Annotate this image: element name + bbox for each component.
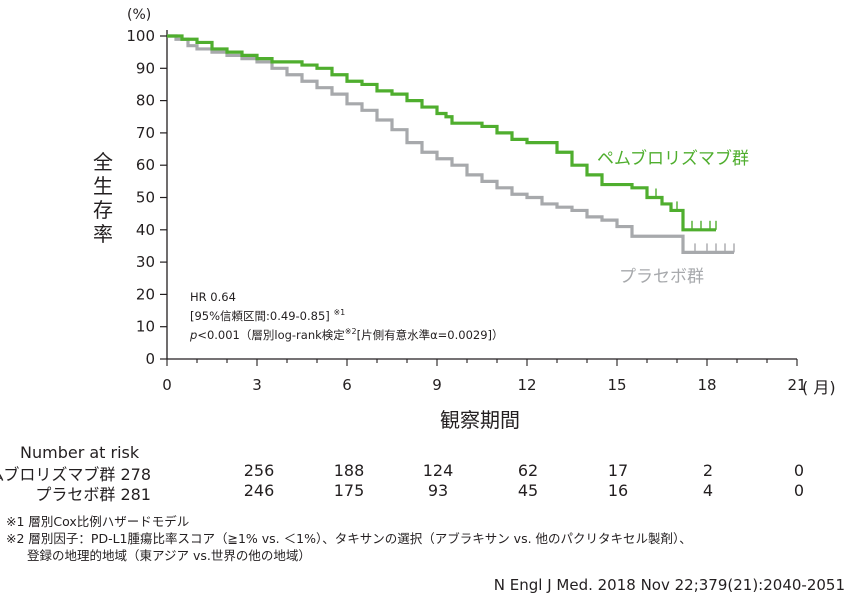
curve-placebo (167, 34, 734, 255)
x-tick-label: 18 (697, 376, 716, 394)
y-tick-label: 10 (136, 318, 155, 336)
risk-row-label: プラセボ群 281 (35, 485, 151, 504)
risk-cell: 0 (793, 481, 805, 500)
y-tick-label: 30 (136, 253, 155, 271)
y-tick-label: 50 (136, 189, 155, 207)
x-tick-label: 15 (607, 376, 626, 394)
axes: 0 10 20 30 40 50 60 70 80 90 100 0 3 6 9 12 15 18 21 (126, 27, 806, 394)
x-tick-label: 21 (787, 376, 806, 394)
y-axis-unit: (%) (127, 7, 152, 23)
p-extra-text: [片側有意水準α=0.0029]） (356, 327, 504, 342)
x-tick-label: 6 (342, 376, 352, 394)
x-tick-label: 9 (432, 376, 442, 394)
series-label-placebo: プラセボ群 (619, 267, 704, 287)
y-tick-label: 60 (136, 156, 155, 174)
x-tick-label: 0 (162, 376, 172, 394)
citation: N Engl J Med. 2018 Nov 22;379(21):2040-2… (493, 576, 845, 594)
footnotes: ※1 層別Cox比例ハザードモデル ※2 層別因子：PD-L1腫瘍比率スコア（≧… (6, 513, 692, 564)
p-value: p<0.001（層別log-rank検定※2[片側有意水準α=0.0029]） (190, 324, 504, 343)
survival-chart: 0 10 20 30 40 50 60 70 80 90 100 0 3 6 9 12 15 18 21 ペムブロリ… (126, 27, 806, 394)
risk-cell: 0 (793, 461, 805, 480)
y-tick-label: 100 (126, 27, 155, 45)
risk-cell: 93 (427, 481, 449, 500)
y-tick-label: 90 (136, 59, 155, 77)
p-footnote-mark: ※2 (344, 326, 357, 336)
stats-box: HR 0.64 [95%信頼区間:0.49-0.85] ※1 p<0.001（層… (190, 289, 504, 343)
risk-row-label: ペムブロリズマブ群 278 (0, 465, 151, 484)
risk-cell: 175 (333, 481, 365, 500)
risk-cell: 246 (243, 481, 275, 500)
y-tick-label: 80 (136, 92, 155, 110)
y-tick-label: 40 (136, 221, 155, 239)
risk-cell: 4 (702, 481, 714, 500)
ci-text: [95%信頼区間:0.49-0.85] (190, 308, 330, 323)
risk-cell: 17 (607, 461, 629, 480)
risk-cell: 62 (517, 461, 539, 480)
y-axis-label: 全生存率 (93, 150, 113, 246)
series-layer (167, 34, 735, 255)
risk-cell: 45 (517, 481, 539, 500)
p-value-text: <0.001（層別log-rank検定 (197, 327, 345, 342)
footnote-1: ※1 層別Cox比例ハザードモデル (6, 514, 190, 529)
p-label: p (190, 327, 198, 342)
x-axis-label: 観察期間 (440, 408, 520, 432)
x-tick-label: 3 (252, 376, 262, 394)
y-tick-label: 70 (136, 124, 155, 142)
y-tick-label: 0 (145, 350, 155, 368)
footnote-2-continued: 登録の地理的地域（東アジア vs.世界の他の地域） (27, 548, 311, 563)
x-axis-unit: ( 月) (802, 378, 836, 397)
risk-cell: 256 (243, 461, 275, 480)
footnote-2: ※2 層別因子：PD-L1腫瘍比率スコア（≧1% vs. ＜1%）、タキサンの選… (6, 531, 692, 546)
curve-pembrolizumab (167, 34, 716, 232)
risk-cell: 188 (333, 461, 365, 480)
risk-cell: 16 (607, 481, 629, 500)
y-tick-label: 20 (136, 285, 155, 303)
series-label-pembrolizumab: ペムブロリズマブ群 (597, 148, 749, 169)
risk-row: プラセボ群 281 246 175 93 45 16 4 0 (0, 481, 857, 504)
hazard-ratio: HR 0.64 (190, 290, 236, 304)
risk-cell: 2 (702, 461, 714, 480)
risk-table-title: Number at risk (20, 443, 140, 462)
confidence-interval: [95%信頼区間:0.49-0.85] ※1 (190, 305, 504, 324)
risk-row: ペムブロリズマブ群 278 256 188 124 62 17 2 0 (0, 461, 857, 484)
ci-footnote-mark: ※1 (333, 308, 346, 317)
x-tick-label: 12 (517, 376, 536, 394)
risk-cell: 124 (422, 461, 454, 480)
